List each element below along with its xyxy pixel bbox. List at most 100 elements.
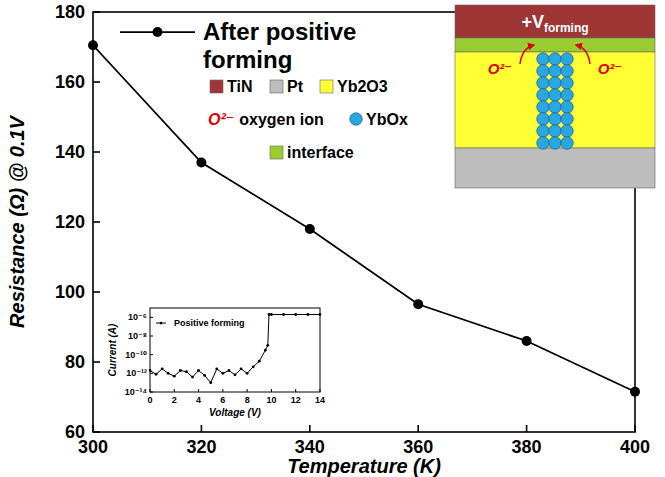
ion-arrow xyxy=(576,45,590,64)
x-tick-label: 4 xyxy=(196,395,201,405)
layer-1 xyxy=(455,38,655,52)
schematic-legend: TiN Pt Yb2O3 O²⁻ oxygen ion YbOx interface xyxy=(208,78,408,161)
y-tick-label: 10⁻¹⁴ xyxy=(125,387,147,397)
filament-particle xyxy=(537,53,549,65)
data-point xyxy=(306,313,309,316)
filament-particle xyxy=(561,77,573,89)
y-tick-label: 10⁻¹⁰ xyxy=(125,350,147,360)
legend-label: oxygen ion xyxy=(239,111,323,128)
data-point xyxy=(149,369,152,372)
data-point xyxy=(522,336,532,346)
data-point xyxy=(185,370,188,373)
filament-particle xyxy=(537,89,549,101)
filament-particle xyxy=(549,101,561,113)
filament-particle xyxy=(561,125,573,137)
x-tick-label: 340 xyxy=(295,437,325,457)
data-point xyxy=(234,373,237,376)
x-tick-label: 0 xyxy=(147,395,152,405)
data-point xyxy=(179,369,182,372)
filament-particle xyxy=(561,101,573,113)
data-point xyxy=(258,360,261,363)
data-point xyxy=(305,224,315,234)
legend-label: Yb2O3 xyxy=(337,78,388,95)
y-tick-label: 100 xyxy=(55,282,85,302)
legend-marker xyxy=(160,322,163,325)
x-tick-label: 6 xyxy=(220,395,225,405)
y-tick-label: 180 xyxy=(55,2,85,22)
x-tick xyxy=(417,425,419,432)
data-point xyxy=(197,369,200,372)
x-tick-label: 2 xyxy=(172,395,177,405)
y-tick xyxy=(93,81,100,83)
y-tick xyxy=(93,291,100,293)
y-tick xyxy=(93,221,100,223)
data-point xyxy=(630,387,640,397)
legend-label: TiN xyxy=(227,78,252,95)
y-tick-label: 120 xyxy=(55,212,85,232)
data-group xyxy=(149,313,322,384)
y-tick-label: 140 xyxy=(55,142,85,162)
legend-label: interface xyxy=(287,144,354,161)
data-point xyxy=(228,369,231,372)
filament-particle xyxy=(549,77,561,89)
legend-swatch xyxy=(210,80,223,93)
filament-particle xyxy=(549,89,561,101)
legend-marker xyxy=(350,113,362,125)
x-tick-label: 380 xyxy=(512,437,542,457)
y-tick xyxy=(93,361,100,363)
data-point xyxy=(221,372,224,375)
data-point xyxy=(191,376,194,379)
x-tick-label: 360 xyxy=(403,437,433,457)
y-tick-label: 60 xyxy=(65,422,85,442)
y-tick-label: 10⁻⁶ xyxy=(128,312,147,322)
legend-label: YbOx xyxy=(366,111,408,128)
legend-line-text: Positive forming xyxy=(174,318,245,328)
x-tick-label: 14 xyxy=(315,395,325,405)
filament-particle xyxy=(549,65,561,77)
legend-label: Pt xyxy=(287,78,304,95)
y-tick xyxy=(93,151,100,153)
filament-particle xyxy=(537,137,549,149)
data-point xyxy=(282,313,285,316)
data-point xyxy=(294,313,297,316)
legend-line xyxy=(156,323,166,324)
plot-frame xyxy=(150,308,320,392)
legend-swatch xyxy=(320,80,333,93)
voltage-label: +Vforming xyxy=(521,12,588,35)
chart-root: 3003203403603804006080100120140160180Tem… xyxy=(0,0,665,477)
device-schematic: +VformingO²⁻O²⁻ xyxy=(455,5,655,188)
y-tick-label: 160 xyxy=(55,72,85,92)
x-axis-title: Voltage (V) xyxy=(209,407,262,418)
y-axis-title: Resistance (Ω) @ 0.1V xyxy=(6,114,28,328)
x-tick xyxy=(526,425,528,432)
filament-particle xyxy=(537,125,549,137)
filament-particle xyxy=(537,113,549,125)
filament-particle xyxy=(549,53,561,65)
data-point xyxy=(246,372,249,375)
data-point xyxy=(264,349,267,352)
x-tick-label: 12 xyxy=(291,395,301,405)
data-point xyxy=(319,313,322,316)
data-point xyxy=(155,373,158,376)
filament-particle xyxy=(537,101,549,113)
x-axis-title: Temperature (K) xyxy=(287,455,441,477)
layer-2 xyxy=(455,52,655,148)
legend-line-text: After positive xyxy=(203,18,356,45)
legend-symbol: O²⁻ xyxy=(208,111,234,128)
filament-particle xyxy=(561,65,573,77)
data-point xyxy=(268,313,271,316)
data-point xyxy=(203,374,206,377)
layer-3 xyxy=(455,148,655,188)
data-point xyxy=(413,299,423,309)
data-point xyxy=(240,367,243,370)
ion-arrow xyxy=(520,45,534,64)
data-point xyxy=(252,365,255,368)
filament-particle xyxy=(537,77,549,89)
filament-particle xyxy=(549,113,561,125)
legend-label: After positiveforming xyxy=(203,18,356,73)
data-point xyxy=(266,344,269,347)
data-point xyxy=(209,381,212,384)
inset-background xyxy=(104,300,328,424)
data-point xyxy=(161,367,164,370)
x-tick xyxy=(309,425,311,432)
